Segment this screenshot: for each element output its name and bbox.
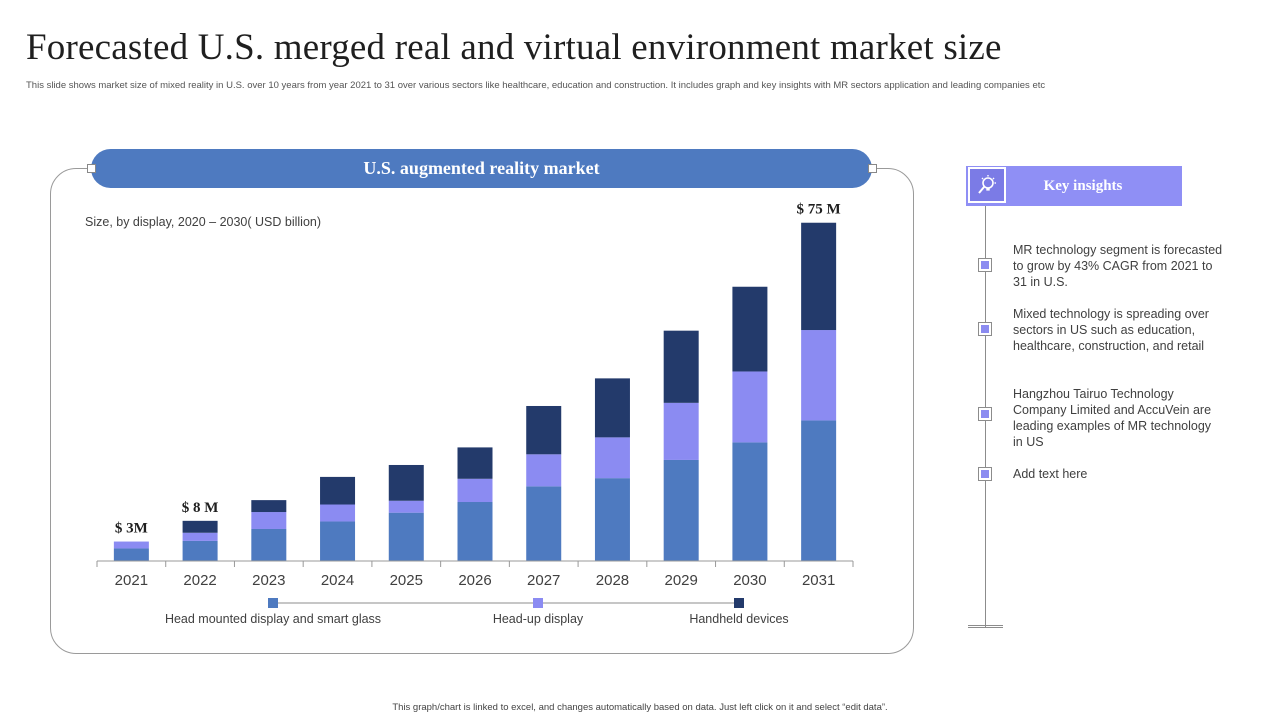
insight-marker <box>978 322 992 336</box>
insight-item: Hangzhou Tairuo Technology Company Limit… <box>1013 387 1212 449</box>
bar-segment-2024-2 <box>320 504 356 522</box>
x-tick-label: 2027 <box>527 572 560 589</box>
page-title: Forecasted U.S. merged real and virtual … <box>26 27 1002 68</box>
x-tick-label: 2023 <box>252 572 285 589</box>
x-tick-label: 2028 <box>596 572 629 589</box>
bar-segment-2024-1 <box>320 521 356 561</box>
bar-segment-2031-1 <box>801 420 837 561</box>
bar-segment-2031-3 <box>801 222 837 331</box>
x-tick-label: 2026 <box>458 572 491 589</box>
page-subtitle: This slide shows market size of mixed re… <box>26 80 1046 91</box>
bar-segment-2022-1 <box>182 540 218 561</box>
insight-marker <box>978 407 992 421</box>
chart-subtitle: Size, by display, 2020 – 2030( USD billi… <box>85 215 321 229</box>
bar-segment-2023-1 <box>251 528 287 561</box>
legend-swatch <box>734 598 744 608</box>
bar-segment-2026-1 <box>457 502 493 561</box>
bar-segment-2031-2 <box>801 330 837 421</box>
key-insights-title: Key insights <box>1043 177 1123 194</box>
insights-timeline-base <box>968 625 1003 628</box>
bar-segment-2022-3 <box>182 520 218 533</box>
insight-marker <box>978 258 992 272</box>
bar-segment-2030-3 <box>732 286 768 372</box>
x-tick-label: 2030 <box>733 572 766 589</box>
bar-segment-2029-2 <box>663 402 699 460</box>
bar-segment-2028-3 <box>594 378 630 438</box>
bar-segment-2026-3 <box>457 447 493 479</box>
x-tick-label: 2029 <box>664 572 697 589</box>
data-label: $ 75 M <box>797 202 841 218</box>
bar-segment-2030-2 <box>732 371 768 443</box>
bar-segment-2025-1 <box>388 512 424 561</box>
x-tick-label: 2021 <box>115 572 148 589</box>
bar-segment-2021-2 <box>113 541 149 549</box>
bar-segment-2027-3 <box>526 405 562 455</box>
legend-label: Handheld devices <box>689 612 788 626</box>
legend-label: Head mounted display and smart glass <box>165 612 381 626</box>
x-tick-label: 2022 <box>183 572 216 589</box>
header-knob-right <box>868 164 877 173</box>
data-label: $ 3M <box>115 521 148 537</box>
lightbulb-search-icon <box>968 167 1006 203</box>
bar-segment-2025-2 <box>388 500 424 513</box>
chart-header: U.S. augmented reality market <box>91 149 872 188</box>
x-tick-label: 2024 <box>321 572 354 589</box>
insight-item: MR technology segment is forecasted to g… <box>1013 243 1223 289</box>
bar-segment-2022-2 <box>182 532 218 541</box>
insight-item: Add text here <box>1013 467 1088 481</box>
bar-segment-2029-3 <box>663 330 699 403</box>
bar-segment-2025-3 <box>388 464 424 501</box>
x-tick-label: 2031 <box>802 572 835 589</box>
footer-note: This graph/chart is linked to excel, and… <box>392 702 888 713</box>
bar-segment-2028-2 <box>594 437 630 479</box>
insight-item: Mixed technology is spreading over secto… <box>1013 307 1209 353</box>
bar-segment-2023-2 <box>251 512 287 529</box>
header-knob-left <box>87 164 96 173</box>
bar-segment-2027-2 <box>526 454 562 487</box>
x-tick-label: 2025 <box>390 572 423 589</box>
bar-segment-2029-1 <box>663 459 699 561</box>
bar-segment-2030-1 <box>732 442 768 561</box>
legend-label: Head-up display <box>493 612 584 626</box>
bar-segment-2021-1 <box>113 548 149 561</box>
bar-segment-2027-1 <box>526 486 562 561</box>
data-label: $ 8 M <box>182 500 219 516</box>
insight-marker <box>978 467 992 481</box>
legend-swatch <box>268 598 278 608</box>
bar-segment-2026-2 <box>457 478 493 503</box>
bar-segment-2024-3 <box>320 476 356 505</box>
legend-swatch <box>533 598 543 608</box>
bar-segment-2028-1 <box>594 478 630 561</box>
bar-segment-2023-3 <box>251 500 287 513</box>
